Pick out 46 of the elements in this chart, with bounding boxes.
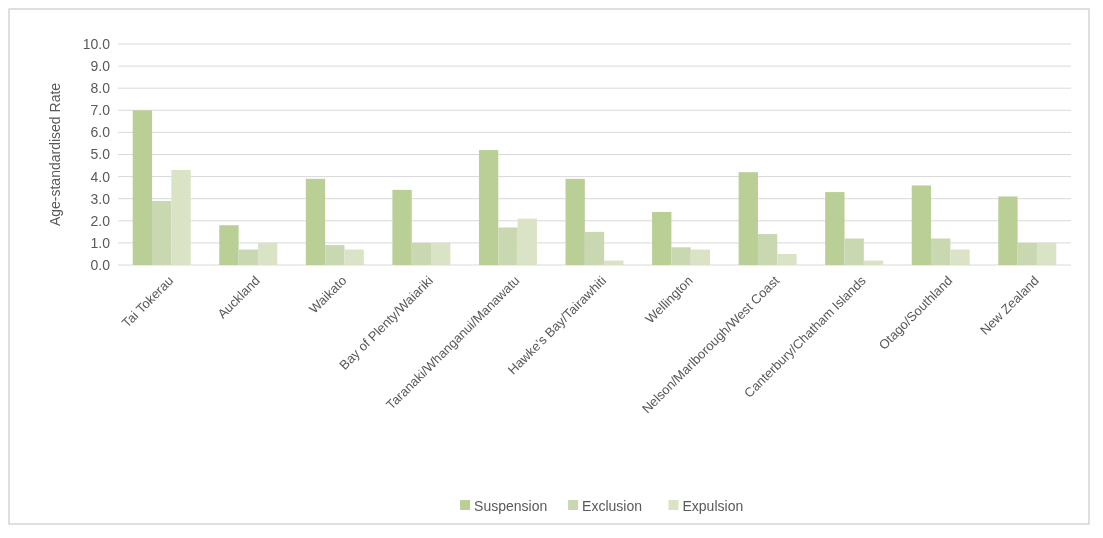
- bar: [325, 245, 345, 265]
- legend-label: Exclusion: [582, 497, 643, 514]
- y-tick-label: 5.0: [90, 146, 111, 163]
- legend-label: Suspension: [474, 497, 548, 514]
- bar: [584, 231, 605, 265]
- y-tick-label: 8.0: [90, 80, 111, 97]
- y-tick-label: 0.0: [90, 256, 111, 273]
- bar: [219, 225, 239, 265]
- bar: [911, 185, 932, 265]
- bar: [498, 227, 518, 265]
- bar: [1036, 242, 1057, 265]
- y-tick-label: 9.0: [90, 58, 111, 74]
- bar: [652, 211, 672, 265]
- y-tick-label: 1.0: [90, 234, 111, 251]
- bar: [305, 178, 326, 265]
- bar: [998, 196, 1018, 265]
- y-tick-label: 3.0: [90, 190, 111, 207]
- bar: [825, 192, 845, 265]
- bar: [757, 234, 778, 265]
- bar: [690, 249, 711, 265]
- y-tick-label: 7.0: [90, 102, 111, 119]
- bar: [152, 200, 172, 265]
- bar: [392, 189, 412, 265]
- bar: [257, 242, 278, 265]
- bar: [171, 169, 191, 265]
- y-tick-label: 6.0: [90, 124, 111, 141]
- y-tick-label: 10.0: [82, 35, 111, 52]
- bar: [844, 238, 864, 265]
- bar: [565, 178, 585, 265]
- y-axis-title: Age-standardised Rate: [47, 82, 63, 227]
- y-tick-label: 4.0: [90, 168, 111, 185]
- bar: [738, 172, 758, 265]
- bar: [931, 238, 951, 265]
- bar: [431, 242, 451, 265]
- bar: [238, 249, 258, 265]
- bar: [517, 218, 537, 265]
- bar: [411, 242, 432, 265]
- bar: [132, 110, 153, 265]
- y-tick-label: 2.0: [90, 212, 111, 229]
- bar: [950, 249, 970, 265]
- legend-label: Expulsion: [682, 497, 744, 514]
- bar: [777, 253, 797, 265]
- bar: [1017, 242, 1037, 265]
- bar: [671, 247, 691, 265]
- bar: [478, 150, 499, 265]
- bar: [344, 249, 364, 265]
